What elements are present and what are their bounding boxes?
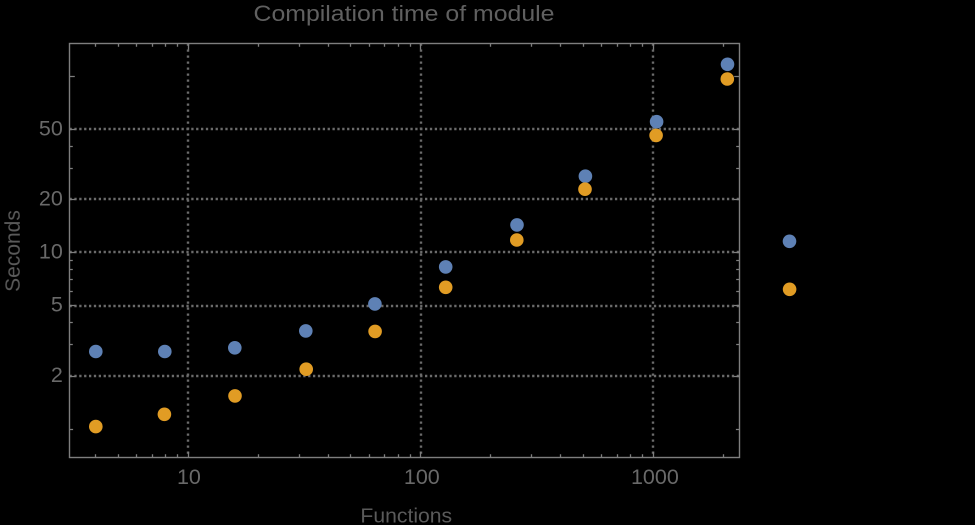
svg-text:50: 50: [39, 116, 63, 140]
svg-text:20: 20: [39, 187, 63, 211]
svg-text:10: 10: [39, 240, 63, 264]
svg-text:Seconds: Seconds: [2, 210, 25, 292]
svg-text:Functions: Functions: [360, 504, 452, 525]
svg-text:1000: 1000: [631, 465, 679, 489]
svg-text:5: 5: [51, 293, 63, 317]
svg-text:10: 10: [177, 465, 201, 489]
svg-text:100: 100: [404, 465, 440, 489]
svg-text:Compilation time of module: Compilation time of module: [254, 1, 555, 26]
svg-text:2: 2: [51, 363, 63, 387]
